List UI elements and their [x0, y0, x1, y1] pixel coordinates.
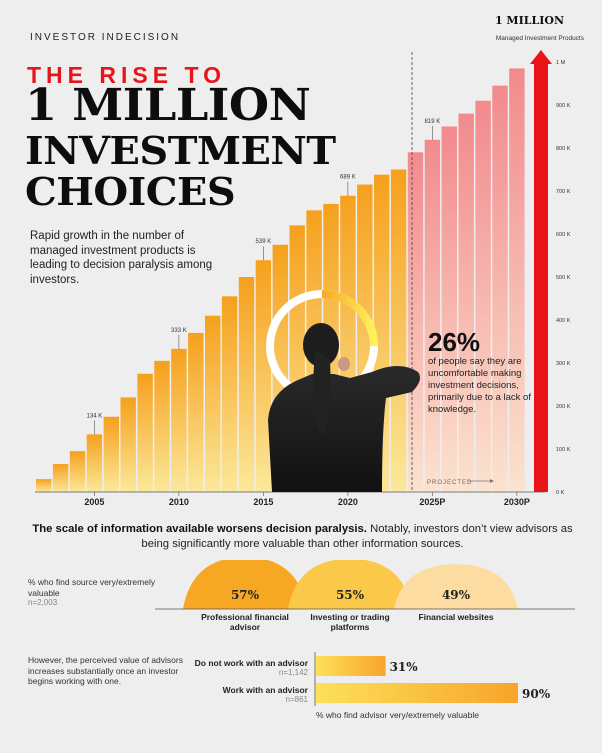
- x-tick-label-2030: 2030P: [504, 497, 530, 507]
- data-label-2005: 134 K: [87, 413, 103, 419]
- person-head: [303, 323, 339, 367]
- data-label-group: 134 K 333 K 539 K 689 K 819 K: [87, 119, 441, 435]
- bar-2008: [137, 373, 153, 492]
- x-tick-label-2010: 2010: [169, 497, 189, 507]
- bar-2015: [255, 260, 272, 492]
- title-line-3: CHOICES: [25, 169, 236, 214]
- bar-2010: [171, 348, 187, 492]
- y-axis-group: 0 K 100 K 200 K 300 K 400 K 500 K 600 K 700 K 80…: [556, 60, 571, 496]
- advisor-sample-1: n=861: [285, 695, 308, 704]
- person-coat: [268, 366, 420, 492]
- advisor-value-1: 90%: [522, 687, 551, 701]
- bar-2007: [120, 397, 136, 492]
- bar-2009: [154, 360, 170, 492]
- y-tick-label-600: 600 K: [556, 232, 571, 238]
- hump-value-2: 49%: [441, 588, 471, 602]
- y-tick-label-100: 100 K: [556, 447, 571, 453]
- person-hand: [338, 357, 350, 371]
- source-sample: n=2,003: [28, 598, 58, 607]
- scale-headline-rest: Notably, investors don’t view advisors a…: [141, 523, 573, 550]
- hump-2: [394, 564, 518, 609]
- advisor-value-0: 31%: [390, 660, 419, 674]
- advisor-bar-0: [316, 656, 386, 676]
- bar-2011: [188, 332, 204, 492]
- bar-2023: [390, 169, 407, 492]
- source-humps-chart: [155, 560, 575, 610]
- bar-2006: [103, 416, 119, 492]
- scale-headline-bold: The scale of information available worse…: [32, 523, 367, 535]
- hump-value-0: 57%: [230, 588, 260, 602]
- data-label-2010: 333 K: [171, 328, 187, 334]
- bar-2029: [492, 85, 508, 493]
- bar-2025: [424, 139, 441, 492]
- data-label-2020: 689 K: [340, 175, 356, 181]
- max-subtitle: Managed Investment Products: [496, 35, 585, 42]
- hump-value-1: 55%: [335, 588, 365, 602]
- y-tick-label-300: 300 K: [556, 361, 571, 367]
- data-label-2025: 819 K: [425, 119, 441, 125]
- x-tick-group: 2005 2010 2015 2020 2025P 2030P: [84, 492, 530, 507]
- x-tick-label-2025: 2025P: [419, 497, 445, 507]
- x-tick-label-2015: 2015: [253, 497, 273, 507]
- y-tick-label-0: 0 K: [556, 490, 565, 496]
- y-tick-label-800: 800 K: [556, 146, 571, 152]
- bar-2012: [205, 315, 221, 492]
- source-label: % who find source very/extremely valuabl…: [28, 577, 156, 598]
- bar-2002: [36, 479, 52, 492]
- advisor-axis-label: % who find advisor very/extremely valuab…: [316, 710, 479, 720]
- x-tick-label-2005: 2005: [84, 497, 104, 507]
- bar-2003: [52, 464, 69, 492]
- advisor-category-0: Do not work with an advisor: [194, 658, 308, 668]
- stat-value: 26%: [428, 327, 481, 357]
- x-tick-label-2020: 2020: [338, 497, 358, 507]
- advisor-sample-0: n=1,142: [278, 668, 308, 677]
- bar-2004: [69, 451, 86, 492]
- stat-text: of people say they are uncomfortable mak…: [428, 356, 531, 415]
- ring-progress: [321, 290, 378, 347]
- projected-arrowhead: [490, 479, 494, 483]
- bar-2024: [407, 152, 424, 493]
- advisor-bar-1: [316, 683, 518, 703]
- million-arrow-shaft: [534, 62, 548, 492]
- hump-group: [183, 560, 518, 609]
- y-tick-label-700: 700 K: [556, 189, 571, 195]
- title-red: THE RISE TO: [27, 62, 226, 88]
- kicker: INVESTOR INDECISION: [30, 32, 181, 43]
- y-tick-label-200: 200 K: [556, 404, 571, 410]
- hump-name-1: Investing or trading platforms: [310, 612, 390, 632]
- y-tick-label-1000: 1 M: [556, 60, 566, 66]
- hump-1: [288, 560, 412, 609]
- bar-2005: [86, 434, 103, 492]
- hump-name-0: Professional financial advisor: [201, 612, 289, 632]
- intro-text: Rapid growth in the number of managed in…: [30, 230, 213, 286]
- person-ponytail: [313, 350, 331, 434]
- data-label-2015: 539 K: [256, 239, 272, 245]
- max-title: 1 MILLION: [495, 14, 564, 27]
- y-tick-label-400: 400 K: [556, 318, 571, 324]
- title-line-2: INVESTMENT: [25, 128, 336, 173]
- advisor-bar-group: 31% 90%: [316, 656, 551, 703]
- y-tick-label-500: 500 K: [556, 275, 571, 281]
- advisor-chart: 31% 90%: [314, 652, 551, 706]
- advisor-note: However, the perceived value of advisors…: [28, 655, 183, 686]
- projected-label: PROJECTED: [427, 480, 472, 486]
- bar-2014: [238, 277, 255, 492]
- bar-2030: [509, 68, 525, 492]
- advisor-category-1: Work with an advisor: [222, 685, 308, 695]
- bar-2013: [221, 296, 238, 492]
- hump-0: [183, 560, 307, 609]
- bar-2028: [475, 100, 491, 492]
- bar-2027: [458, 113, 474, 492]
- scale-headline: The scale of information available worse…: [30, 522, 575, 552]
- hump-name-2: Financial websites: [418, 612, 494, 622]
- person-illustration: [266, 290, 420, 492]
- y-tick-label-900: 900 K: [556, 103, 571, 109]
- title-line-1: 1 MILLION: [25, 80, 311, 131]
- million-arrow-head: [530, 50, 552, 64]
- bar-2026: [441, 126, 457, 492]
